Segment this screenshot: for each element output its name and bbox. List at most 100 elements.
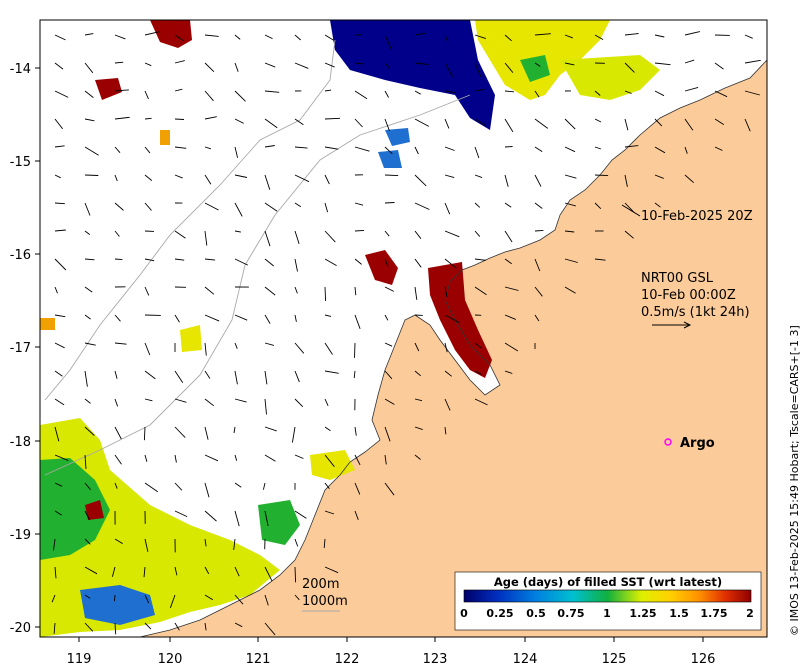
current-vector (684, 118, 694, 131)
current-vector (84, 426, 95, 436)
patch-age-1-5-w (40, 318, 55, 330)
colorbar-tick: 1 (603, 607, 611, 620)
current-vector (114, 314, 121, 322)
current-vector (444, 342, 448, 353)
current-vector (654, 118, 663, 127)
current-vector (291, 426, 296, 443)
current-vector (444, 398, 451, 411)
y-tick-label: -19 (10, 528, 31, 543)
colorbar-tick: 1.25 (629, 607, 656, 620)
current-vector (384, 202, 395, 204)
current-vector (204, 34, 219, 37)
current-vector (384, 426, 391, 442)
current-vector (84, 174, 99, 176)
current-vector (324, 342, 333, 355)
current-vector (54, 370, 63, 377)
current-vector (114, 202, 124, 211)
current-vector (294, 258, 298, 272)
current-vector (84, 202, 91, 216)
current-vector (474, 342, 482, 349)
current-vector (234, 146, 239, 158)
current-vector (114, 230, 120, 237)
current-vector (474, 34, 487, 40)
current-vector (474, 286, 487, 296)
current-vector (714, 118, 725, 125)
current-vector (354, 286, 357, 296)
current-vector (53, 622, 56, 634)
current-vector (414, 398, 423, 402)
isobath-1000-label: 1000m (302, 594, 348, 609)
x-tick-label: 124 (513, 652, 538, 667)
current-vector (264, 118, 278, 129)
current-vector (144, 622, 152, 630)
current-vector (384, 90, 389, 98)
current-vector (684, 174, 694, 184)
y-axis: -14 -15 -16 -17 -18 -19 -20 (10, 62, 40, 636)
current-vector (384, 230, 390, 237)
current-vector (204, 230, 208, 246)
current-vector (504, 370, 513, 374)
current-vector (114, 482, 118, 489)
velocity-scale-arrow (652, 321, 692, 329)
current-vector (264, 398, 267, 415)
current-vector (654, 62, 671, 66)
current-vector (534, 314, 540, 322)
patch-age-1-green-south (40, 458, 110, 560)
current-vector (624, 174, 628, 187)
current-vector (384, 314, 389, 321)
current-vector (654, 34, 665, 38)
current-vector (264, 34, 273, 40)
current-vector (114, 538, 123, 544)
current-vector (354, 62, 364, 65)
current-vector (354, 258, 362, 265)
current-vectors (51, 31, 761, 636)
current-vector (54, 454, 69, 462)
current-vector (204, 566, 210, 575)
current-vector (294, 314, 297, 322)
current-vector (654, 202, 661, 208)
current-vector (744, 59, 761, 64)
current-vector (234, 370, 238, 385)
patch-age-2-nw (150, 20, 192, 48)
credit-text: © IMOS 13-Feb-2025 15:49 Hobart; Tscale=… (788, 325, 801, 636)
current-vector (144, 31, 160, 36)
current-vector (264, 258, 274, 267)
current-vector (384, 62, 391, 69)
colorbar-tick: 2 (746, 607, 754, 620)
current-vector (474, 258, 486, 261)
current-vector (444, 62, 454, 77)
colorbar: Age (days) of filled SST (wrt latest) 0 … (454, 571, 762, 631)
patch-age-1-5-n (160, 130, 170, 145)
current-vector (204, 398, 215, 407)
colorbar-gradient (463, 589, 752, 603)
current-vector (594, 258, 606, 261)
current-vector (444, 258, 457, 269)
current-vector (262, 482, 266, 490)
current-vector (54, 398, 65, 406)
current-vector (624, 202, 635, 213)
current-vector (204, 62, 215, 73)
current-vector (534, 286, 543, 297)
x-tick-label: 121 (246, 652, 271, 667)
current-vector (324, 286, 327, 302)
current-vector (114, 146, 121, 153)
current-vector (294, 398, 304, 408)
current-vector (264, 370, 268, 385)
current-vector (384, 398, 395, 405)
argo-label: Argo (680, 436, 715, 451)
current-vector (234, 622, 243, 628)
current-vector (534, 174, 542, 187)
current-vector (414, 258, 422, 268)
current-vector (294, 286, 298, 294)
current-vector (84, 398, 91, 404)
current-vector (504, 146, 513, 148)
patch-age-1-green-coast (258, 500, 300, 545)
map-plot-area (40, 20, 767, 637)
y-tick-label: -17 (10, 341, 31, 356)
current-vector (84, 370, 88, 387)
velocity-scale-label: 0.5m/s (1kt 24h) (641, 305, 750, 320)
patch-age-0-north (330, 20, 495, 130)
current-vector (294, 566, 297, 583)
current-vector (204, 174, 212, 185)
current-vector (84, 510, 91, 521)
